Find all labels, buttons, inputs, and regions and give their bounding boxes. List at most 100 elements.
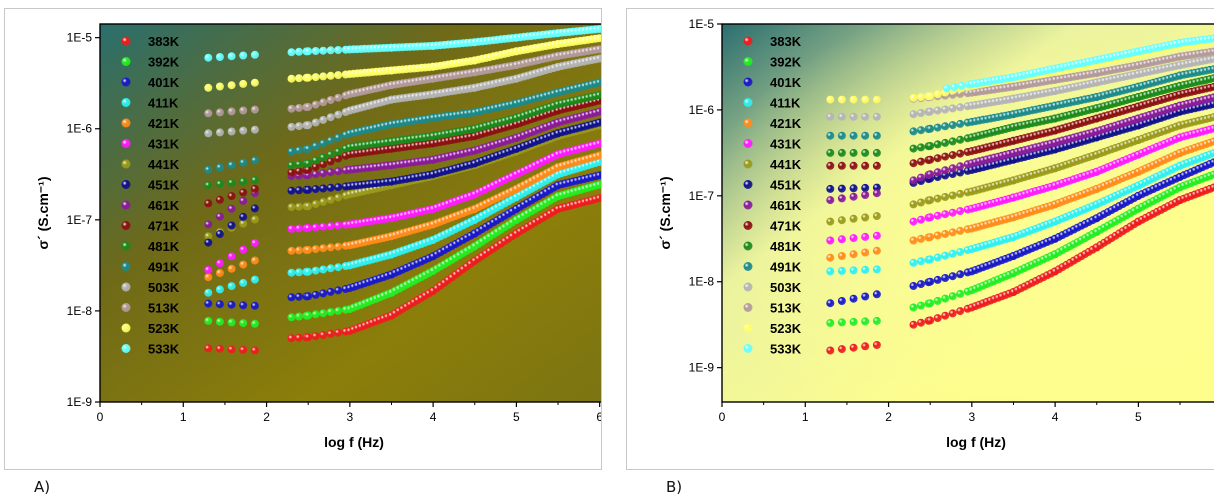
legend-marker [743,303,753,312]
data-point [826,217,835,226]
data-point [204,181,213,190]
series-503K [826,54,1214,121]
data-point [334,93,343,102]
data-point [849,112,858,121]
data-point [909,93,918,102]
y-axis-title: σ´ (S.cm⁻¹) [35,177,51,250]
data-point [872,183,881,192]
legend-marker [121,323,131,333]
legend-marker [743,200,753,210]
legend-label: 481K [148,239,180,254]
data-point [917,157,925,166]
data-point [861,248,870,257]
data-point [311,156,320,165]
legend-marker [121,180,131,189]
data-point [926,277,935,286]
data-point [909,320,918,329]
x-tick-label: 3 [968,410,975,424]
data-point [826,299,835,308]
data-point [909,127,918,136]
data-point [956,149,965,158]
data-point [956,168,965,177]
data-point [227,221,236,230]
data-point [239,319,248,328]
data-point [837,194,846,203]
data-point [304,165,313,174]
data-point [941,294,950,303]
y-tick-label: 1E-9 [67,395,93,409]
data-point [304,224,313,232]
data-point [227,107,236,116]
data-point [926,196,935,205]
data-point [295,160,303,169]
legend-label: 383K [148,34,180,49]
data-point [849,192,858,201]
x-tick-label: 3 [346,410,353,424]
data-point [204,316,213,325]
data-point [956,162,965,171]
data-point [304,185,313,194]
data-point [872,246,881,255]
data-point [250,176,259,185]
data-point [861,317,870,326]
legend-marker [121,98,131,107]
data-point [909,282,918,290]
data-point [215,269,224,277]
data-point [933,211,942,220]
data-point [326,150,335,159]
data-point [319,289,328,298]
data-point [334,110,343,119]
data-point [861,161,870,170]
data-point [933,168,942,177]
data-point [326,308,335,316]
data-point [326,46,335,55]
data-point [287,224,296,233]
data-point [837,318,846,327]
data-point [837,161,846,170]
data-point [215,300,224,309]
data-point [227,127,236,136]
legend-label: 441K [148,157,180,172]
data-point [227,282,236,291]
legend-label: 491K [770,260,802,275]
legend-label: 533K [770,342,802,357]
data-point [326,113,335,122]
data-point [326,157,335,166]
series-481K [204,90,608,190]
data-point [849,184,858,193]
data-point [948,208,957,217]
data-point [861,213,870,222]
data-point [334,71,343,80]
data-point [948,104,957,113]
data-point [311,245,320,254]
data-point [917,198,925,207]
data-point [319,265,328,274]
data-point [1209,54,1214,63]
data-point [239,301,248,310]
data-point [933,106,942,115]
data-point [239,126,248,135]
data-point [295,122,303,131]
data-point [334,193,343,202]
data-point [311,310,320,319]
data-point [1209,65,1214,74]
data-point [872,189,881,198]
legend-marker [743,180,753,189]
data-point [326,195,335,204]
data-point [826,196,835,205]
legend-label: 441K [770,157,802,172]
data-point [956,248,965,256]
x-tick-label: 0 [719,410,726,424]
plot-frame [721,23,1214,403]
data-point [1209,47,1214,56]
data-point [239,177,248,186]
data-point [941,251,950,260]
legend-label: 411K [148,96,179,111]
series-421K [826,137,1214,262]
data-point [215,344,224,353]
data-point [1209,158,1214,167]
legend-marker [121,36,131,46]
data-point [215,179,224,188]
data-series-group [204,24,608,355]
